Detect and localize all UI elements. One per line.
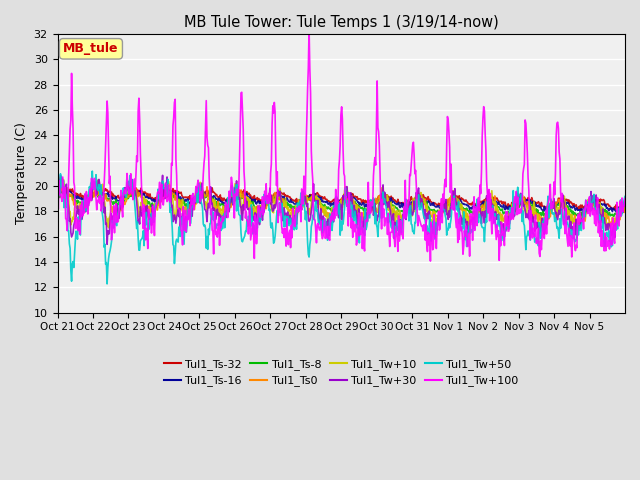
- Text: MB_tule: MB_tule: [63, 42, 118, 55]
- Y-axis label: Temperature (C): Temperature (C): [15, 122, 28, 224]
- Legend: Tul1_Ts-32, Tul1_Ts-16, Tul1_Ts-8, Tul1_Ts0, Tul1_Tw+10, Tul1_Tw+30, Tul1_Tw+50,: Tul1_Ts-32, Tul1_Ts-16, Tul1_Ts-8, Tul1_…: [159, 355, 523, 391]
- Title: MB Tule Tower: Tule Temps 1 (3/19/14-now): MB Tule Tower: Tule Temps 1 (3/19/14-now…: [184, 15, 499, 30]
